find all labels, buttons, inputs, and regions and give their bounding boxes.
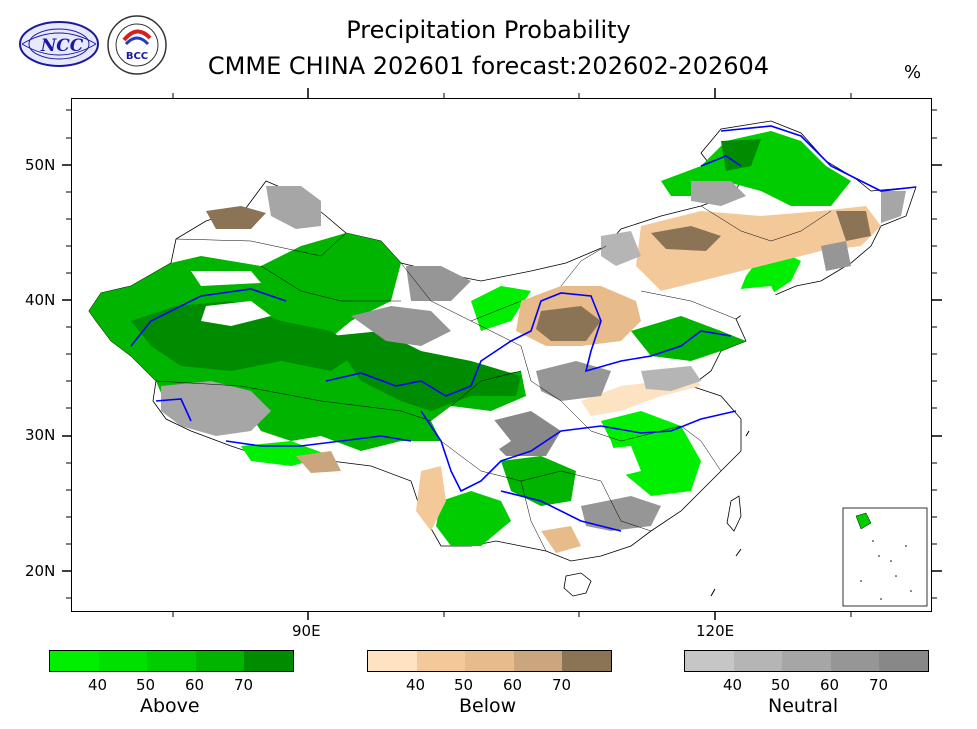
- map-panel: [71, 98, 932, 612]
- lon-label-90e: 90E: [292, 622, 321, 640]
- below-regions: [206, 206, 881, 553]
- above-tick-40: 40: [88, 676, 108, 694]
- lat-label-50n: 50N: [25, 156, 56, 174]
- province-boundaries: [155, 205, 832, 552]
- colorbar-neutral-seg-5: [879, 651, 928, 671]
- colorbar-below-seg-1: [368, 651, 417, 671]
- map-title-line1: Precipitation Probability: [346, 16, 631, 44]
- colorbar-below-seg-3: [465, 651, 514, 671]
- colorbar-neutral-seg-3: [782, 651, 831, 671]
- lon-label-120e: 120E: [696, 622, 735, 640]
- neutral-tick-70: 70: [869, 676, 889, 694]
- rivers: [130, 125, 917, 532]
- colorbar-below-seg-2: [416, 651, 466, 671]
- taiwan-island: [726, 495, 742, 532]
- colorbar-below-seg-4: [513, 651, 563, 671]
- below-tick-70: 70: [552, 676, 572, 694]
- neutral-tick-50: 50: [771, 676, 791, 694]
- colorbar-neutral-title: Neutral: [768, 695, 839, 717]
- colorbar-above-seg-2: [98, 651, 148, 671]
- colorbar-neutral-seg-2: [733, 651, 783, 671]
- bcc-logo: BCC: [106, 14, 168, 76]
- neutral-regions: [161, 181, 906, 531]
- below-tick-60: 60: [503, 676, 523, 694]
- lat-label-30n: 30N: [25, 426, 56, 444]
- china-precip-map: [88, 120, 928, 607]
- south-china-sea-inset: [842, 507, 928, 607]
- lat-label-40n: 40N: [25, 291, 56, 309]
- below-tick-50: 50: [454, 676, 474, 694]
- above-tick-60: 60: [185, 676, 205, 694]
- hainan-island: [563, 572, 592, 597]
- lat-label-20n: 20N: [25, 562, 56, 580]
- colorbar-below: [367, 650, 612, 672]
- ncc-logo: NCC: [18, 16, 100, 70]
- colorbar-above-seg-4: [195, 651, 245, 671]
- colorbar-below-title: Below: [459, 695, 517, 717]
- no-signal-regions: [191, 271, 781, 481]
- colorbar-above-seg-3: [147, 651, 196, 671]
- neutral-tick-60: 60: [820, 676, 840, 694]
- above-tick-50: 50: [136, 676, 156, 694]
- colorbar-above: [49, 650, 294, 672]
- colorbar-above-title: Above: [140, 695, 200, 717]
- bcc-logo-text: BCC: [126, 51, 148, 62]
- below-tick-40: 40: [406, 676, 426, 694]
- colorbar-neutral: [684, 650, 929, 672]
- colorbar-above-seg-1: [50, 651, 99, 671]
- above-tick-70: 70: [234, 676, 254, 694]
- ncc-logo-text: NCC: [40, 36, 84, 56]
- neutral-tick-40: 40: [723, 676, 743, 694]
- map-title-line2: CMME CHINA 202601 forecast:202602-202604: [207, 52, 770, 80]
- colorbar-below-seg-5: [562, 651, 611, 671]
- colorbar-neutral-seg-4: [830, 651, 880, 671]
- colorbar-neutral-seg-1: [685, 651, 734, 671]
- above-regions: [89, 131, 851, 546]
- colorbar-above-seg-5: [244, 651, 293, 671]
- coastal-dashes: [710, 430, 750, 597]
- unit-label: %: [904, 62, 922, 83]
